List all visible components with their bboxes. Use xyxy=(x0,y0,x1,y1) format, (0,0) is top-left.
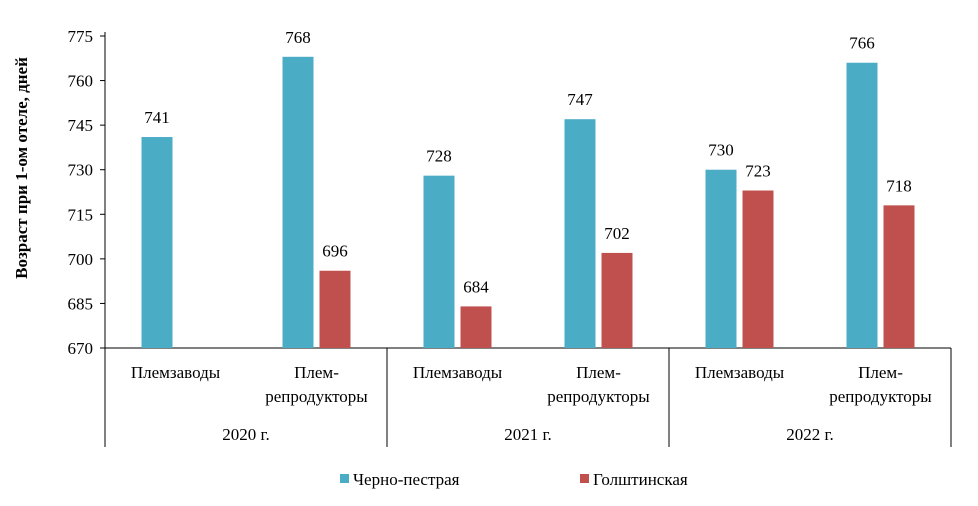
data-label: 768 xyxy=(285,28,311,47)
category-label: Племзаводы xyxy=(131,363,221,382)
y-tick-label: 700 xyxy=(68,250,94,269)
category-label: Плем- xyxy=(576,363,621,382)
category-label: Плем- xyxy=(858,363,903,382)
bar xyxy=(282,56,314,349)
data-label: 702 xyxy=(604,224,630,243)
group-label: 2020 г. xyxy=(222,425,270,444)
legend-swatch xyxy=(580,474,589,483)
y-tick-label: 745 xyxy=(68,116,94,135)
legend-label: Черно-пестрая xyxy=(353,470,460,489)
y-tick-label: 730 xyxy=(68,161,94,180)
category-label: репродукторы xyxy=(829,387,932,406)
legend: Черно-пестрая Голштинская xyxy=(340,470,688,489)
y-tick-label: 760 xyxy=(68,72,94,91)
category-label: репродукторы xyxy=(265,387,368,406)
category-label: репродукторы xyxy=(547,387,650,406)
bar xyxy=(460,306,492,348)
group-label: 2022 г. xyxy=(786,425,834,444)
data-label: 741 xyxy=(144,108,170,127)
axes: 670 685 700 715 730 745 760 775 Племзаводы Плем-р… xyxy=(68,27,952,447)
bar xyxy=(846,62,878,348)
data-label: 723 xyxy=(745,162,771,181)
data-label: 747 xyxy=(567,90,593,109)
data-labels: 741 768 728 747 730 766 696 684 702 723 718 xyxy=(144,28,912,297)
y-tick-label: 775 xyxy=(68,27,94,46)
bar xyxy=(319,270,351,348)
group-label: 2021 г. xyxy=(504,425,552,444)
data-label: 728 xyxy=(426,147,452,166)
bar xyxy=(742,190,774,348)
y-tick-label: 715 xyxy=(68,205,94,224)
legend-label: Голштинская xyxy=(593,470,688,489)
bar xyxy=(141,137,173,348)
y-tick-label: 670 xyxy=(68,339,94,358)
bar xyxy=(423,175,455,348)
y-axis-title: Возраст при 1-ом отеле, дней xyxy=(12,57,31,279)
category-label: Плем- xyxy=(294,363,339,382)
category-label: Племзаводы xyxy=(413,363,503,382)
bar xyxy=(564,119,596,348)
category-label: Племзаводы xyxy=(695,363,785,382)
legend-swatch xyxy=(340,474,349,483)
data-label: 684 xyxy=(463,277,489,296)
data-label: 696 xyxy=(322,242,348,261)
data-label: 718 xyxy=(886,176,912,195)
bar xyxy=(601,252,633,348)
data-label: 766 xyxy=(849,34,875,53)
bar xyxy=(883,205,915,348)
bars xyxy=(141,56,915,349)
bar xyxy=(705,169,737,348)
data-label: 730 xyxy=(708,141,734,160)
y-tick-label: 685 xyxy=(68,294,94,313)
